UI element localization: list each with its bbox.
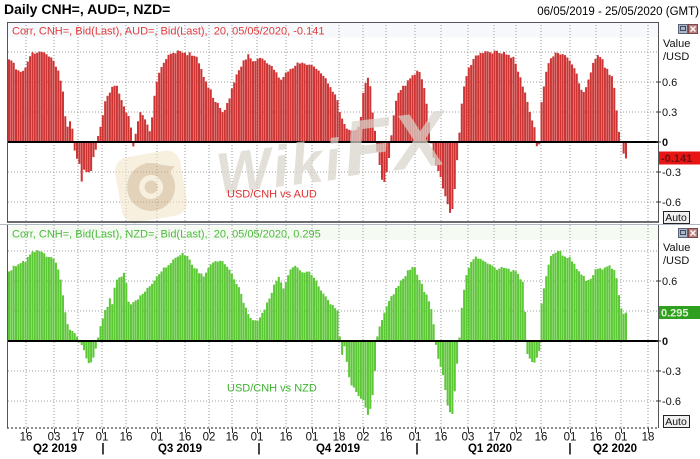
svg-text:0.295: 0.295 <box>661 308 689 320</box>
svg-text:-0.141: -0.141 <box>661 153 692 165</box>
svg-text:02: 02 <box>203 432 216 444</box>
svg-text:Corr, CNH=, Bid(Last), AUD=, B: Corr, CNH=, Bid(Last), AUD=, Bid(Last), … <box>12 26 324 38</box>
svg-text:18: 18 <box>642 432 655 444</box>
svg-text:Q4 2019: Q4 2019 <box>316 443 360 455</box>
svg-text:FX: FX <box>338 93 454 193</box>
svg-text:02: 02 <box>357 432 370 444</box>
svg-text:01: 01 <box>251 432 264 444</box>
svg-text:/USD: /USD <box>663 51 689 63</box>
svg-text:|: | <box>257 443 260 455</box>
svg-text:16: 16 <box>435 432 448 444</box>
svg-text:Q1 2020: Q1 2020 <box>468 443 512 455</box>
svg-text:16: 16 <box>179 432 192 444</box>
svg-text:|: | <box>415 443 418 455</box>
svg-text:16: 16 <box>20 432 33 444</box>
svg-text:03: 03 <box>462 432 475 444</box>
svg-text:Q2 2019: Q2 2019 <box>33 443 77 455</box>
svg-text:Q2 2020: Q2 2020 <box>593 443 637 455</box>
svg-text:01: 01 <box>96 432 109 444</box>
svg-text:16: 16 <box>380 432 393 444</box>
svg-text:Auto: Auto <box>665 416 687 428</box>
svg-text:0.6: 0.6 <box>662 77 677 89</box>
svg-text:Q3 2019: Q3 2019 <box>158 443 202 455</box>
svg-text:03: 03 <box>48 432 61 444</box>
svg-text:Value: Value <box>663 38 690 50</box>
svg-text:|: | <box>101 443 104 455</box>
svg-text:16: 16 <box>120 432 133 444</box>
svg-text:01: 01 <box>615 432 628 444</box>
svg-text:16: 16 <box>590 432 603 444</box>
svg-text:06/05/2019 - 25/05/2020 (GMT): 06/05/2019 - 25/05/2020 (GMT) <box>537 6 699 18</box>
svg-text:0: 0 <box>662 336 668 348</box>
svg-text:17: 17 <box>488 432 501 444</box>
svg-text:Auto: Auto <box>665 212 687 224</box>
svg-text:-0.6: -0.6 <box>662 396 681 408</box>
svg-text:-0.3: -0.3 <box>662 167 681 179</box>
svg-text:Daily CNH=, AUD=, NZD=: Daily CNH=, AUD=, NZD= <box>4 1 170 17</box>
svg-text:USD/CNH vs AUD: USD/CNH vs AUD <box>227 189 317 201</box>
svg-text:01: 01 <box>564 432 577 444</box>
svg-text:Wiki: Wiki <box>213 127 347 207</box>
svg-text:Corr, CNH=, Bid(Last), NZD=, B: Corr, CNH=, Bid(Last), NZD=, Bid(Last), … <box>12 229 321 241</box>
svg-text:01: 01 <box>151 432 164 444</box>
svg-text:16: 16 <box>226 432 239 444</box>
svg-text:0.6: 0.6 <box>662 276 677 288</box>
svg-text:16: 16 <box>535 432 548 444</box>
svg-text:0: 0 <box>662 137 668 149</box>
svg-text:16: 16 <box>280 432 293 444</box>
svg-text:/USD: /USD <box>663 255 689 267</box>
svg-text:-0.6: -0.6 <box>662 197 681 209</box>
svg-text:USD/CNH vs NZD: USD/CNH vs NZD <box>227 383 317 395</box>
svg-text:0.3: 0.3 <box>662 107 677 119</box>
svg-text:|: | <box>568 443 571 455</box>
svg-text:Value: Value <box>663 242 690 254</box>
svg-text:17: 17 <box>72 432 85 444</box>
svg-text:01: 01 <box>409 432 422 444</box>
svg-text:18: 18 <box>333 432 346 444</box>
svg-text:01: 01 <box>306 432 319 444</box>
svg-text:02: 02 <box>510 432 523 444</box>
svg-text:-0.3: -0.3 <box>662 366 681 378</box>
